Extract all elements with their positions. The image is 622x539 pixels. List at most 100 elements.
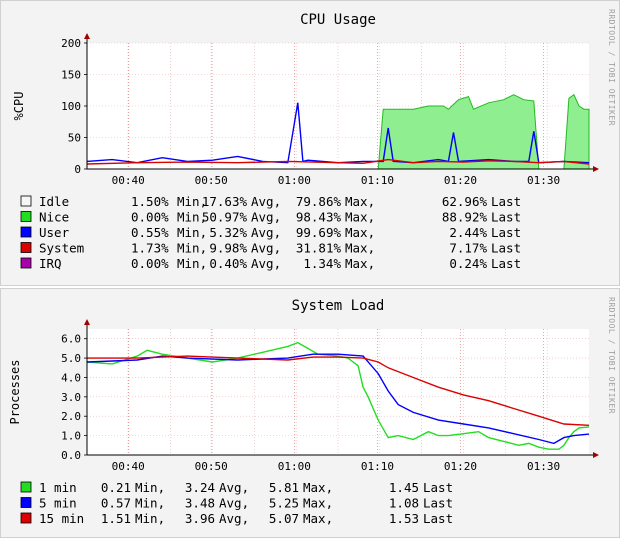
legend-swatch-5-min bbox=[20, 497, 32, 508]
legend-stat: Max, bbox=[345, 256, 375, 271]
legend-stat: Last bbox=[423, 480, 453, 495]
legend-label: Idle bbox=[39, 194, 69, 209]
y-tick-label: 100 bbox=[61, 100, 81, 113]
legend-label: 1 min bbox=[39, 480, 77, 495]
chart-title: System Load bbox=[292, 298, 385, 314]
legend-stat: Max, bbox=[345, 241, 375, 256]
x-tick-label: 01:10 bbox=[361, 174, 394, 187]
legend-stat: Last bbox=[491, 241, 521, 256]
legend-stat: 7.17% bbox=[449, 241, 487, 256]
legend-label: IRQ bbox=[39, 256, 62, 271]
x-tick-label: 00:50 bbox=[195, 174, 228, 187]
y-tick-label: 4.0 bbox=[61, 371, 81, 384]
legend-swatch-1-min bbox=[20, 481, 32, 493]
legend-stat: 1.08 bbox=[389, 496, 419, 511]
x-tick-label: 01:00 bbox=[278, 460, 311, 473]
x-tick-label: 01:00 bbox=[278, 174, 311, 187]
legend-stat: Avg, bbox=[219, 511, 249, 526]
legend-swatch-user bbox=[20, 226, 32, 238]
legend-stat: Min, bbox=[177, 256, 207, 271]
legend-stat: Min, bbox=[135, 480, 165, 495]
x-tick-label: 01:30 bbox=[527, 174, 560, 187]
legend-stat: 5.07 bbox=[269, 511, 299, 526]
chart-title: CPU Usage bbox=[300, 12, 376, 28]
legend-stat: Max, bbox=[345, 225, 375, 240]
legend-stat: 0.21 bbox=[101, 480, 131, 495]
legend-stat: 3.48 bbox=[185, 496, 215, 511]
legend-stat: Max, bbox=[303, 480, 333, 495]
x-tick-label: 00:40 bbox=[112, 174, 145, 187]
legend-stat: 0.24% bbox=[449, 256, 487, 271]
legend-stat: 1.45 bbox=[389, 480, 419, 495]
legend-label: 15 min bbox=[39, 511, 84, 526]
legend-stat: 5.32% bbox=[209, 225, 247, 240]
y-tick-label: 0 bbox=[74, 163, 81, 176]
legend-stat: Avg, bbox=[251, 210, 281, 225]
series-area-nice bbox=[87, 93, 590, 170]
legend-swatch-nice bbox=[20, 211, 32, 222]
watermark-text: RRDTOOL / TOBI OETIKER bbox=[607, 297, 616, 414]
legend-stat: Min, bbox=[177, 210, 207, 225]
legend-stat: Max, bbox=[303, 511, 333, 526]
legend-swatch-15-min bbox=[20, 512, 32, 524]
y-tick-label: 6.0 bbox=[61, 333, 81, 346]
legend-stat: Last bbox=[491, 256, 521, 271]
y-tick-label: 200 bbox=[61, 37, 81, 50]
legend-stat: 98.43% bbox=[296, 210, 342, 225]
legend-stat: Max, bbox=[345, 194, 375, 209]
y-axis-arrow bbox=[84, 33, 90, 39]
y-tick-label: 0.0 bbox=[61, 449, 81, 462]
y-tick-label: 3.0 bbox=[61, 391, 81, 404]
system-load-panel: System Load RRDTOOL / TOBI OETIKER Process… bbox=[0, 288, 620, 538]
y-axis-arrow bbox=[84, 319, 90, 325]
legend-stat: 0.00% bbox=[131, 256, 169, 271]
legend-stat: 1.73% bbox=[131, 241, 169, 256]
legend-stat: Max, bbox=[345, 210, 375, 225]
legend-stat: Last bbox=[423, 496, 453, 511]
legend-stat: Min, bbox=[177, 241, 207, 256]
legend-stat: Avg, bbox=[219, 496, 249, 511]
legend-stat: 5.25 bbox=[269, 496, 299, 511]
legend-stat: 88.92% bbox=[442, 210, 488, 225]
series-line-5-min bbox=[86, 353, 590, 445]
cpu-usage-chart: CPU Usage RRDTOOL / TOBI OETIKER %CPU 0 50 10… bbox=[12, 9, 616, 271]
legend-stat: 62.96% bbox=[442, 194, 488, 209]
legend-stat: 0.57 bbox=[101, 496, 131, 511]
y-tick-label: 150 bbox=[61, 69, 81, 82]
legend-stat: Avg, bbox=[251, 241, 281, 256]
x-axis-arrow bbox=[593, 452, 599, 458]
legend-stat: Avg, bbox=[251, 256, 281, 271]
y-tick-label: 2.0 bbox=[61, 410, 81, 423]
x-tick-label: 01:20 bbox=[444, 174, 477, 187]
legend-swatch-irq bbox=[20, 257, 32, 269]
legend-stat: 31.81% bbox=[296, 241, 342, 256]
legend-stat: Last bbox=[491, 194, 521, 209]
y-tick-label: 5.0 bbox=[61, 352, 81, 365]
legend-label: System bbox=[39, 241, 84, 256]
x-tick-label: 00:50 bbox=[195, 460, 228, 473]
x-tick-label: 01:10 bbox=[361, 460, 394, 473]
legend-stat: Last bbox=[423, 511, 453, 526]
legend-stat: 1.51 bbox=[101, 511, 131, 526]
legend-stat: Avg, bbox=[219, 480, 249, 495]
legend-stat: 1.34% bbox=[303, 256, 341, 271]
system-load-chart: System Load RRDTOOL / TOBI OETIKER Process… bbox=[8, 297, 616, 526]
legend-stat: 17.63% bbox=[202, 194, 248, 209]
legend-stat: Last bbox=[491, 225, 521, 240]
legend-stat: 79.86% bbox=[296, 194, 342, 209]
legend-stat: Min, bbox=[135, 496, 165, 511]
legend-stat: 99.69% bbox=[296, 225, 342, 240]
y-axis-label: Processes bbox=[8, 359, 22, 424]
y-tick-label: 50 bbox=[68, 132, 81, 145]
legend-stat: 1.50% bbox=[131, 194, 169, 209]
legend-swatch-system bbox=[20, 242, 32, 253]
legend-stat: Avg, bbox=[251, 225, 281, 240]
legend-swatch-idle bbox=[20, 195, 32, 207]
x-tick-label: 01:20 bbox=[444, 460, 477, 473]
legend-label: Nice bbox=[39, 210, 69, 225]
legend-label: User bbox=[39, 225, 70, 240]
legend-stat: Min, bbox=[177, 225, 207, 240]
legend-stat: 50.97% bbox=[202, 210, 248, 225]
legend-stat: 1.53 bbox=[389, 511, 419, 526]
legend-stat: Avg, bbox=[251, 194, 281, 209]
